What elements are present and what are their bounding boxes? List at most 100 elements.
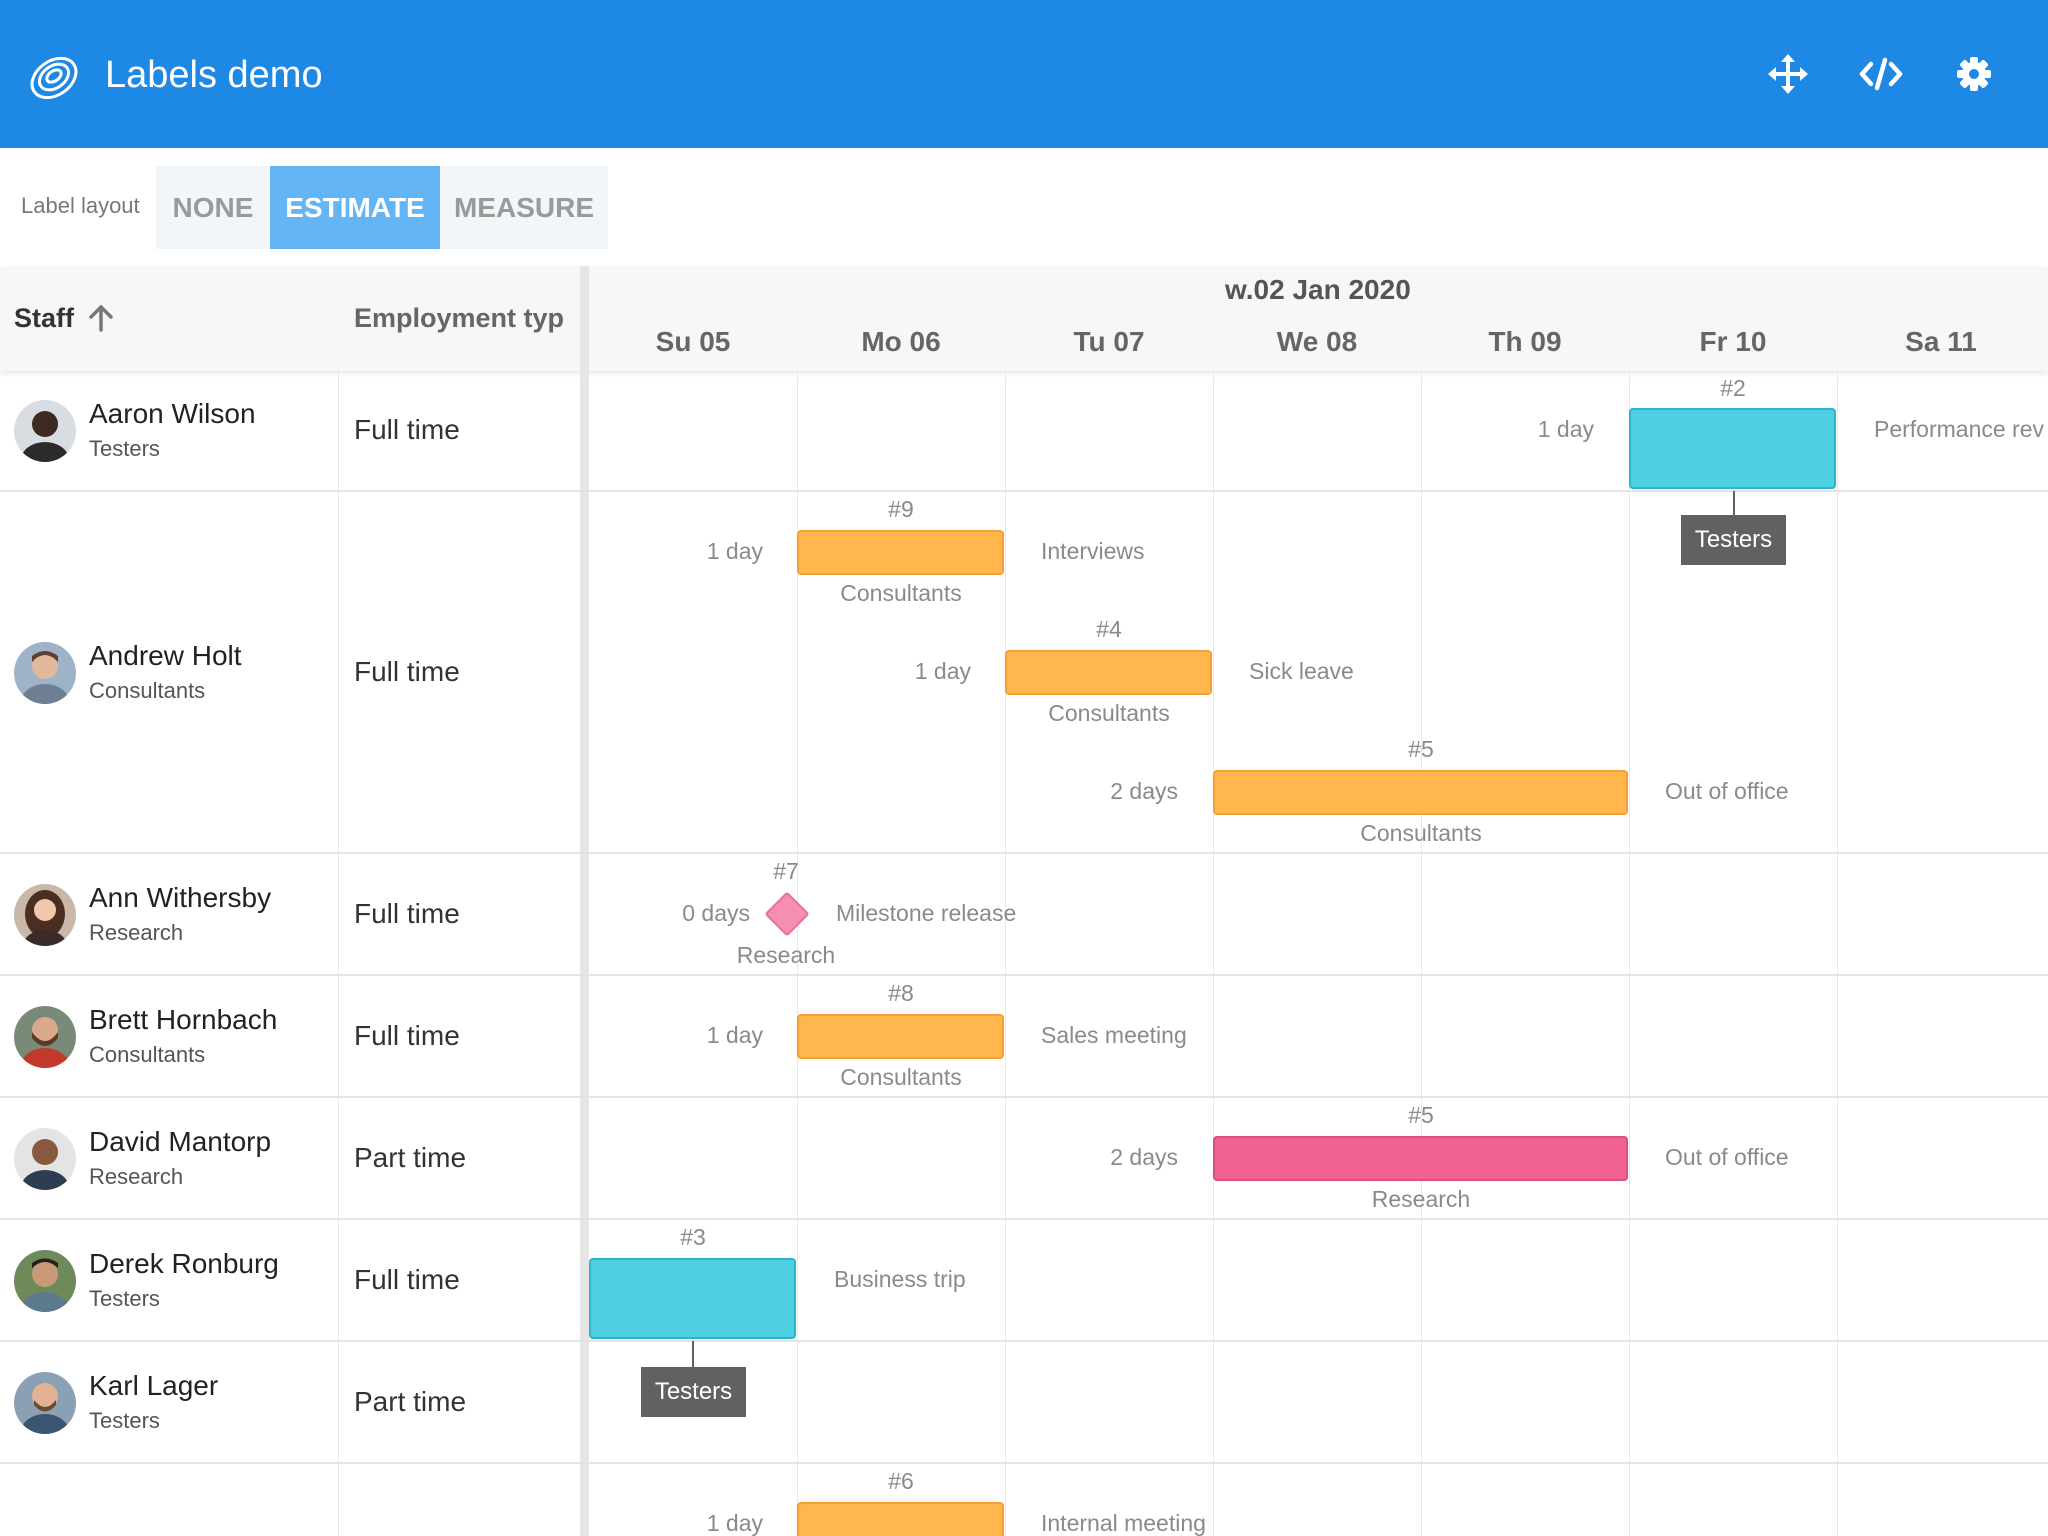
- day-header-mo-06: Mo 06: [861, 326, 941, 357]
- event-name-label: Out of office: [1665, 1144, 1789, 1170]
- event-id-label: #2: [1720, 375, 1746, 401]
- day-gridline: [1837, 371, 1838, 1536]
- employment-type-column-header[interactable]: Employment type: [354, 303, 565, 333]
- day-header-su-05: Su 05: [655, 326, 731, 357]
- label-layout-estimate-button[interactable]: ESTIMATE: [270, 166, 440, 249]
- label-layout-label: Label layout: [21, 193, 140, 218]
- event-name-label: Business trip: [834, 1266, 966, 1292]
- event-name-label: Sick leave: [1249, 658, 1354, 684]
- avatar: [14, 1128, 76, 1190]
- event-id-label: #9: [888, 496, 914, 522]
- row-divider: [0, 1096, 2048, 1098]
- event-id-label: #8: [888, 980, 914, 1006]
- employment-type: Part time: [354, 1386, 467, 1417]
- staff-team: Research: [89, 920, 184, 945]
- code-icon[interactable]: [1859, 52, 1903, 96]
- staff-name: Karl Lager: [89, 1370, 219, 1401]
- event-bar[interactable]: [797, 1502, 1004, 1536]
- employment-type: Full time: [354, 1264, 460, 1295]
- staff-column-header[interactable]: Staff: [14, 303, 74, 333]
- event-duration-label: 1 day: [914, 658, 971, 684]
- event-duration-label: 1 day: [706, 1022, 763, 1048]
- day-gridline: [1213, 371, 1214, 1536]
- event-team-label: Consultants: [1048, 700, 1170, 726]
- employment-type: Full time: [354, 898, 460, 929]
- staff-name: Aaron Wilson: [89, 398, 256, 429]
- event-bar[interactable]: [797, 530, 1004, 575]
- app-header: Labels demo: [0, 0, 2048, 148]
- event-name-label: Sales meeting: [1041, 1022, 1187, 1048]
- event-id-label: #5: [1408, 1102, 1434, 1128]
- avatar: [14, 642, 76, 704]
- label-layout-measure-button[interactable]: MEASURE: [440, 166, 608, 249]
- row-divider: [0, 974, 2048, 976]
- event-bar[interactable]: [1213, 1136, 1628, 1181]
- day-gridline: [1005, 371, 1006, 1536]
- staff-name: David Mantorp: [89, 1126, 272, 1157]
- move-icon[interactable]: [1766, 52, 1810, 96]
- staff-team: Consultants: [89, 1042, 206, 1067]
- event-bar[interactable]: [1629, 408, 1836, 489]
- staff-team: Testers: [89, 1286, 160, 1311]
- event-duration-label: 1 day: [706, 538, 763, 564]
- staff-team: Consultants: [89, 678, 206, 703]
- gear-icon[interactable]: [1952, 52, 1996, 96]
- event-duration-label: 2 days: [1110, 1144, 1178, 1170]
- event-bar[interactable]: [589, 1258, 796, 1339]
- event-name-label: Internal meeting: [1041, 1510, 1206, 1536]
- staff-name: Derek Ronburg: [89, 1248, 279, 1279]
- tooltip-stem: [692, 1341, 694, 1367]
- row-divider: [0, 852, 2048, 854]
- event-bar[interactable]: [1213, 770, 1628, 815]
- event-team-label: Consultants: [840, 1064, 962, 1090]
- tooltip-stem: [1733, 491, 1735, 515]
- staff-name: Andrew Holt: [89, 640, 242, 671]
- employment-type: Full time: [354, 1020, 460, 1051]
- staff-team: Research: [89, 1164, 184, 1189]
- staff-team: Testers: [89, 436, 160, 461]
- splitter[interactable]: [580, 266, 589, 1536]
- day-header-sa-11: Sa 11: [1905, 326, 1977, 357]
- arrow-up-icon[interactable]: [88, 303, 114, 333]
- event-name-label: Performance rev: [1874, 416, 2045, 442]
- event-id-label: #5: [1408, 736, 1434, 762]
- event-team-label: Consultants: [1360, 820, 1482, 846]
- avatar: [14, 1250, 76, 1312]
- week-header: w.02 Jan 2020: [1225, 274, 1411, 305]
- event-id-label: #3: [680, 1224, 706, 1250]
- row-divider: [0, 1218, 2048, 1220]
- event-duration-label: 1 day: [1537, 416, 1594, 442]
- day-header-we-08: We 08: [1276, 326, 1358, 357]
- event-team-label: Research: [736, 942, 836, 968]
- row-divider: [0, 490, 2048, 492]
- employment-type: Part time: [354, 1142, 467, 1173]
- event-team-label: Consultants: [840, 580, 962, 606]
- label-layout-none-button[interactable]: NONE: [156, 166, 270, 249]
- event-id-label: #7: [773, 858, 799, 884]
- event-duration-label: 0 days: [682, 900, 750, 926]
- event-duration-label: 2 days: [1110, 778, 1178, 804]
- staff-name: Ann Withersby: [89, 882, 272, 913]
- event-id-label: #6: [888, 1468, 914, 1494]
- event-name-label: Out of office: [1665, 778, 1789, 804]
- event-name-label: Milestone release: [836, 900, 1017, 926]
- event-bar[interactable]: [1005, 650, 1212, 695]
- day-header-fr-10: Fr 10: [1699, 326, 1767, 357]
- event-bar[interactable]: [797, 1014, 1004, 1059]
- milestone-marker[interactable]: [764, 891, 810, 937]
- avatar: [14, 1006, 76, 1068]
- row-divider: [0, 1462, 2048, 1464]
- day-header-th-09: Th 09: [1488, 326, 1562, 357]
- row-divider: [0, 1340, 2048, 1342]
- app-title: Labels demo: [105, 54, 323, 96]
- employment-type: Full time: [354, 656, 460, 687]
- staff-team: Testers: [89, 1408, 160, 1433]
- avatar: [14, 1372, 76, 1434]
- event-team-tooltip: Testers: [1681, 515, 1786, 565]
- day-gridline: [1629, 371, 1630, 1536]
- event-id-label: #4: [1096, 616, 1122, 642]
- staff-name: Brett Hornbach: [89, 1004, 278, 1035]
- event-team-label: Research: [1371, 1186, 1471, 1212]
- app-logo-icon: [30, 56, 78, 100]
- day-gridline: [797, 371, 798, 1536]
